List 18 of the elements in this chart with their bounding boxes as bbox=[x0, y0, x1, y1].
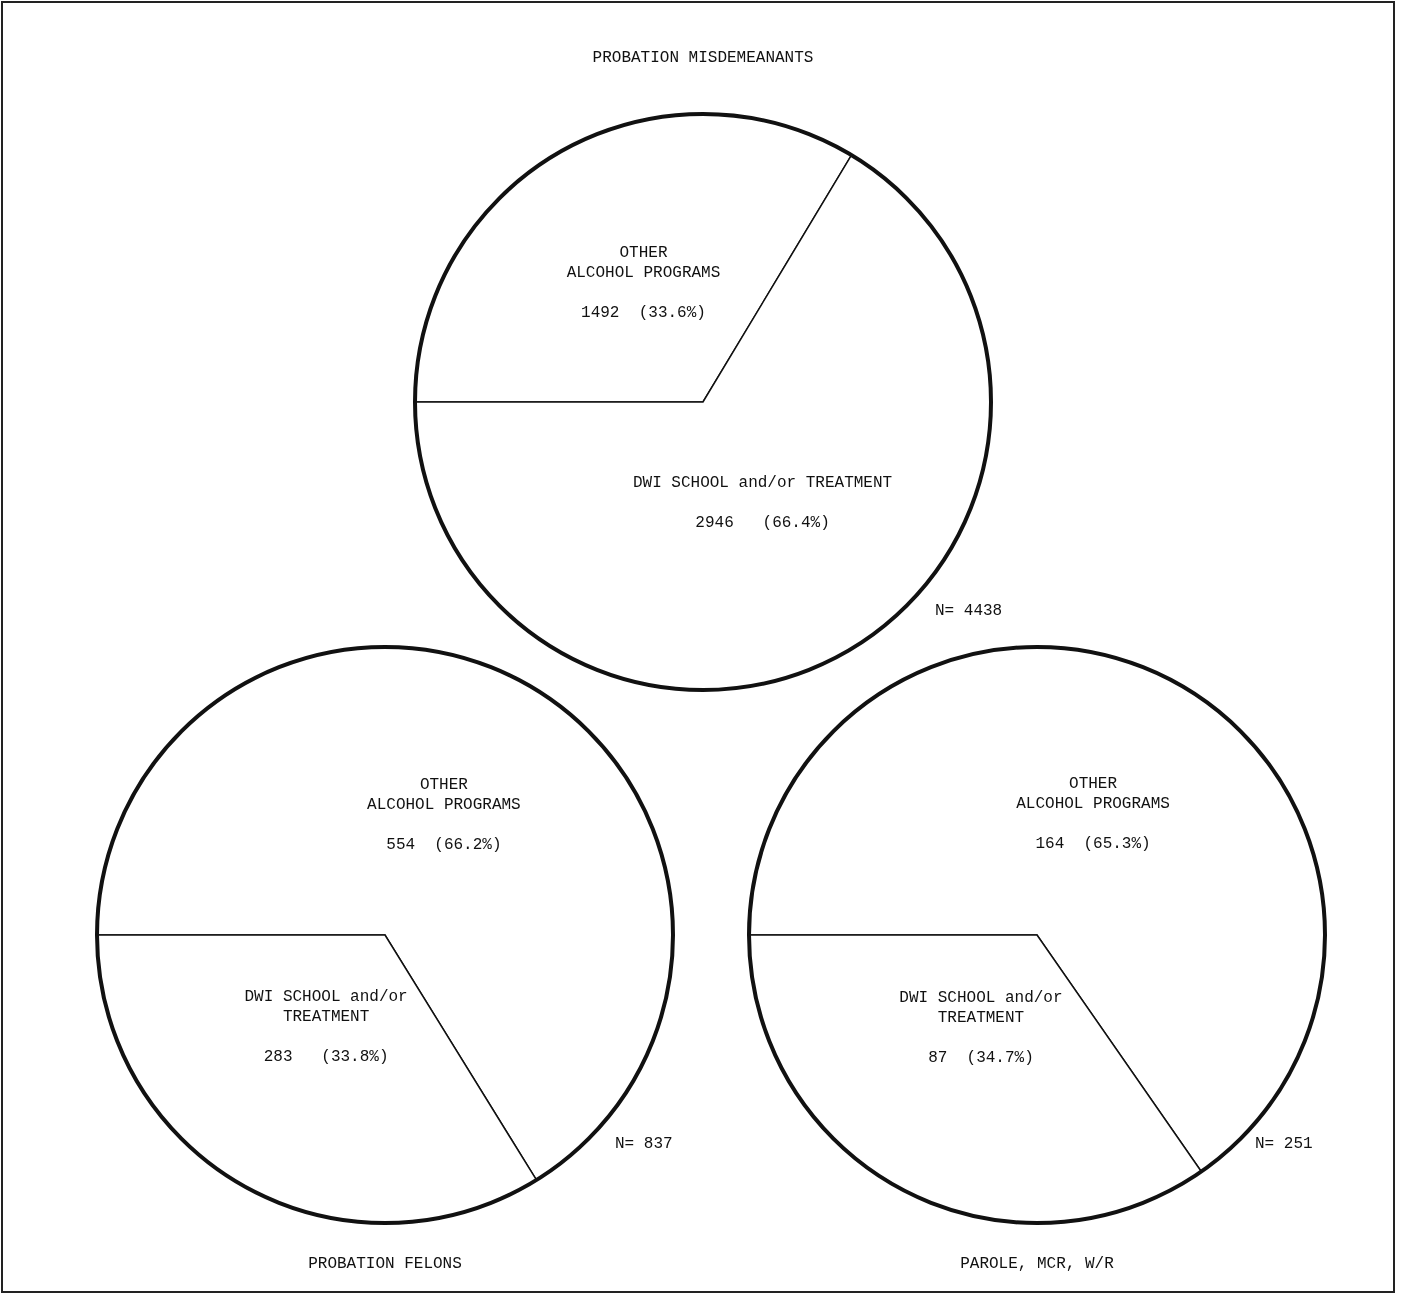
text: N= 837 bbox=[615, 1135, 673, 1153]
data-label: 1492 (33.6%) bbox=[581, 303, 706, 322]
text: N= 4438 bbox=[935, 602, 1003, 620]
data-label: 283 (33.8%) bbox=[263, 1047, 389, 1066]
slice-label: OTHER ALCOHOL PROGRAMS bbox=[367, 776, 521, 815]
data-label: 164 (65.3%) bbox=[1035, 834, 1151, 853]
chart-title: PROBATION MISDEMEANANTS bbox=[592, 49, 814, 67]
text: PAROLE, MCR, W/R bbox=[960, 1255, 1115, 1273]
slice-label: DWI SCHOOL and/or TREATMENT bbox=[632, 474, 893, 493]
slice-label: OTHER ALCOHOL PROGRAMS bbox=[566, 243, 721, 282]
slice-label: OTHER ALCOHOL PROGRAMS bbox=[1016, 774, 1170, 813]
data-label: 554 (66.2%) bbox=[386, 836, 502, 855]
slice-label: DWI SCHOOL and/or TREATMENT bbox=[899, 989, 1063, 1028]
slice-label: DWI SCHOOL and/or TREATMENT bbox=[244, 987, 408, 1026]
text: N= 251 bbox=[1255, 1135, 1313, 1153]
data-label: 87 (34.7%) bbox=[928, 1049, 1034, 1068]
text: PROBATION FELONS bbox=[308, 1255, 462, 1273]
data-label: 2946 (66.4%) bbox=[695, 514, 830, 533]
